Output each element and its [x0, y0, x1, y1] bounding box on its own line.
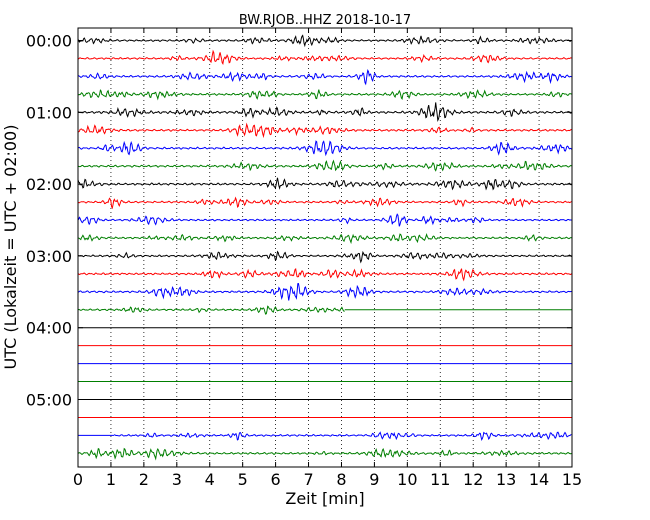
x-axis-label: Zeit [min]: [285, 489, 364, 508]
x-tick-label: 5: [238, 470, 248, 489]
trace-0100: [77, 102, 572, 122]
y-tick-label: 04:00: [26, 319, 72, 338]
x-tick-label: 8: [336, 470, 346, 489]
x-tick-label: 7: [303, 470, 313, 489]
trace-0530: [114, 431, 572, 442]
x-tick-label: 15: [562, 470, 582, 489]
y-tick-label: 05:00: [26, 391, 72, 410]
x-tick-label: 12: [463, 470, 483, 489]
x-tick-label: 2: [139, 470, 149, 489]
trace-0345: [77, 305, 345, 315]
y-axis-label: UTC (Lokalzeit = UTC + 02:00): [1, 125, 20, 370]
trace-0015: [77, 49, 572, 66]
trace-0130: [77, 140, 572, 157]
x-tick-label: 11: [430, 470, 450, 489]
x-tick-label: 13: [496, 470, 516, 489]
trace-0300: [77, 250, 572, 264]
x-tick-label: 4: [205, 470, 215, 489]
y-tick-label: 03:00: [26, 247, 72, 266]
trace-0045: [78, 89, 572, 101]
y-tick-label: 00:00: [26, 32, 72, 51]
x-tick-label: 0: [73, 470, 83, 489]
x-tick-label: 3: [172, 470, 182, 489]
trace-0230: [77, 213, 572, 227]
chart-title: BW.RJOB..HHZ 2018-10-17: [239, 13, 411, 28]
trace-0330: [77, 282, 572, 301]
trace-0545: [77, 447, 572, 461]
trace-0145: [77, 159, 572, 172]
trace-0115: [77, 122, 572, 139]
x-tick-label: 6: [271, 470, 281, 489]
tick-layer: 0 1 2 3 4 5 6 7 8 9 10 11 12 13 14 1500:0001:0002:0003:…: [26, 28, 582, 489]
trace-0030: [77, 68, 572, 86]
x-tick-label: 1: [106, 470, 116, 489]
trace-layer: [77, 34, 572, 461]
trace-0200: [77, 177, 572, 191]
plot-frame: [77, 27, 573, 468]
x-tick-label: 9: [369, 470, 379, 489]
trace-0215: [77, 196, 572, 210]
x-tick-label: 14: [529, 470, 549, 489]
y-tick-label: 02:00: [26, 175, 72, 194]
trace-0000: [77, 34, 572, 48]
x-tick-label: 10: [397, 470, 417, 489]
y-tick-label: 01:00: [26, 103, 72, 122]
trace-0245: [77, 233, 572, 245]
trace-0315: [77, 268, 572, 282]
